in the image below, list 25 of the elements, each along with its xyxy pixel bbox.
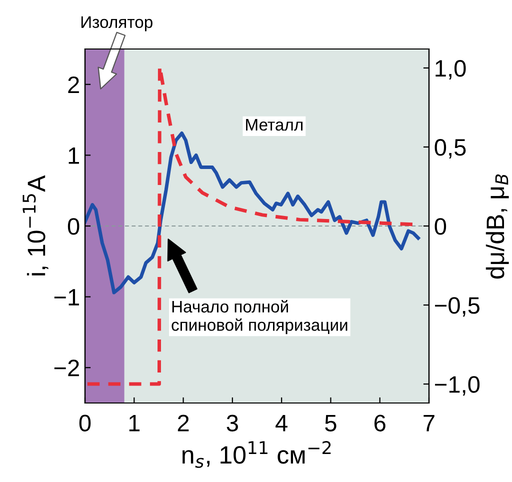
annotation: Металл	[246, 119, 302, 131]
y-tick-label: 0	[68, 218, 80, 235]
x-axis-title: n$_{s}$, 10$^{11}$ см$^{−2}$	[182, 440, 331, 468]
x-tick-label: 4	[276, 414, 288, 432]
x-tick-label: 6	[374, 414, 386, 432]
x-tick-label: 5	[325, 414, 336, 432]
y2-tick-label: −1,0	[435, 376, 480, 396]
line-series	[85, 132, 420, 294]
x-tick-label: 1	[129, 414, 140, 432]
text: Изолятор	[81, 16, 152, 32]
y-tick-label: 1	[68, 148, 79, 164]
y2-tick-label: 0,5	[434, 139, 466, 159]
x-tick-label: 3	[226, 414, 238, 432]
y2-tick-label: −0,5	[435, 297, 480, 317]
x-tick-label: 2	[178, 414, 189, 432]
y2-tick-label: 0	[434, 218, 446, 235]
x-tick-label: 7	[424, 414, 434, 432]
y-tick-label: −1	[54, 289, 79, 306]
annotation: Начало полной спиновой поляризации	[172, 300, 348, 334]
x-tick-label: 0	[79, 414, 91, 432]
y-axis-title: i, 10$^{−15}$A	[22, 175, 48, 276]
y-tick-label: 2	[68, 76, 79, 93]
y2-axis-title: dμ/dB, μ$_{B}$	[486, 174, 509, 279]
y-tick-label: −2	[54, 360, 79, 376]
y2-tick-label: 1,0	[436, 60, 466, 80]
